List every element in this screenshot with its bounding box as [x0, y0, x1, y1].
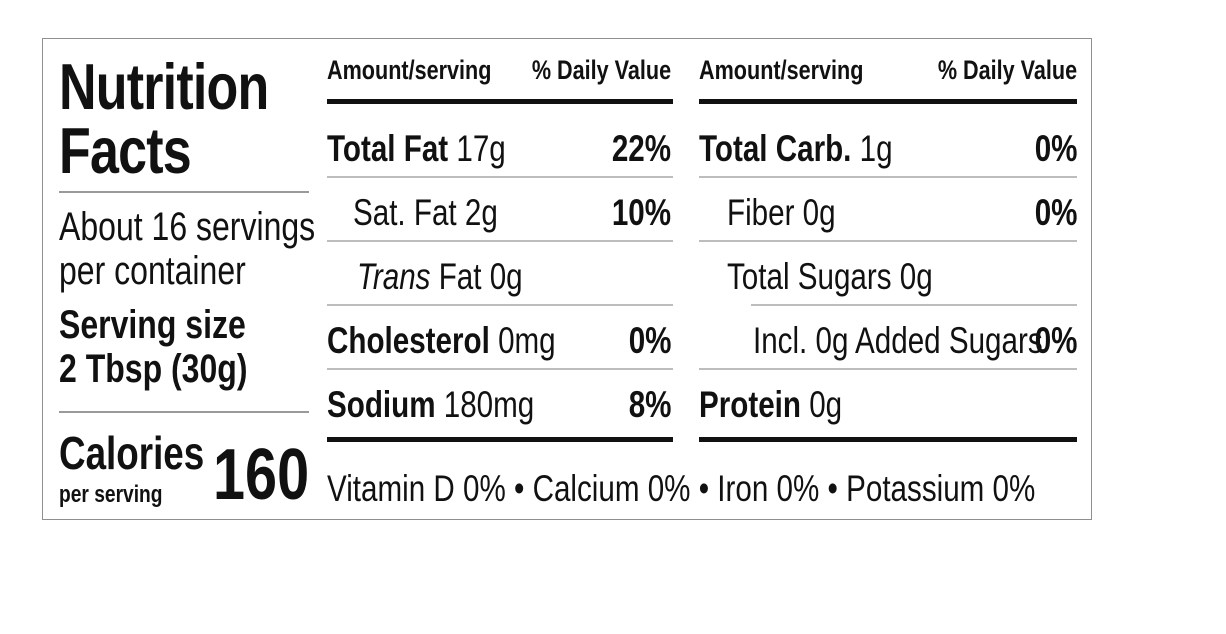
trans-fat-name: Trans: [357, 256, 431, 297]
calories-label-text: Calories: [59, 427, 205, 479]
amount-serving-header-right: Amount/serving: [699, 55, 905, 85]
row-fiber: Fiber 0g: [727, 193, 863, 233]
row-sodium: Sodium 180mg: [327, 385, 586, 425]
servings-line-2: per container: [59, 249, 246, 293]
footer-text: Vitamin D 0% • Calcium 0% • Iron 0% • Po…: [327, 468, 1036, 509]
footer-rule-left: [327, 437, 673, 442]
footer-rule-right: [699, 437, 1077, 442]
title-divider: [59, 191, 309, 193]
total-fat-amount: 17g: [456, 128, 506, 169]
header-rule-right: [699, 99, 1077, 104]
row-added-sugars: Incl. 0g Added Sugars: [753, 321, 1115, 361]
row-divider: [327, 304, 673, 306]
daily-value-header-left: % Daily Value: [497, 55, 671, 85]
row-divider: [699, 240, 1077, 242]
row-divider: [751, 304, 1077, 306]
title-line-2: Facts: [59, 114, 192, 187]
protein-name: Protein: [699, 384, 801, 425]
fiber-amount: 0g: [802, 192, 836, 233]
servings-per-container: About 16 servings per container: [59, 205, 379, 293]
row-total-fat: Total Fat 17g: [327, 129, 550, 169]
sodium-name: Sodium: [327, 384, 436, 425]
serving-size: Serving size 2 Tbsp (30g): [59, 303, 295, 391]
sat-fat-dv: 10%: [611, 192, 671, 233]
fiber-name: Fiber: [727, 192, 795, 233]
total-fat-name: Total Fat: [327, 128, 449, 169]
added-sugars-dv: 0%: [1034, 320, 1077, 361]
total-carb-dv: 0%: [1034, 128, 1077, 169]
header-rule-left: [327, 99, 673, 104]
calories-label: Calories: [59, 427, 241, 479]
total-carb-amount: 1g: [859, 128, 893, 169]
daily-value-header-right: % Daily Value: [903, 55, 1077, 85]
cholesterol-amount: 0mg: [498, 320, 556, 361]
serving-size-label: Serving size: [59, 303, 246, 347]
row-sat-fat: Sat. Fat 2g: [353, 193, 534, 233]
calories-sub-text: per serving: [59, 481, 163, 508]
row-trans-fat: Trans Fat 0g: [357, 257, 564, 297]
total-sugars-amount: 0g: [899, 256, 933, 297]
protein-amount: 0g: [809, 384, 843, 425]
vitamins-minerals-footer: Vitamin D 0% • Calcium 0% • Iron 0% • Po…: [327, 467, 1212, 511]
sat-fat-amount: 2g: [464, 192, 498, 233]
row-total-carb: Total Carb. 1g: [699, 129, 941, 169]
row-total-sugars: Total Sugars 0g: [727, 257, 984, 297]
label-title: Nutrition Facts: [59, 50, 321, 187]
nutrition-facts-label: Nutrition Facts About 16 servings per co…: [42, 38, 1092, 520]
dv-header-text: % Daily Value: [937, 55, 1077, 85]
cholesterol-dv: 0%: [628, 320, 671, 361]
amount-header-text: Amount/serving: [699, 55, 864, 85]
serving-divider: [59, 411, 309, 413]
row-divider: [327, 176, 673, 178]
row-divider: [699, 176, 1077, 178]
serving-size-value: 2 Tbsp (30g): [59, 347, 248, 391]
dv-header-text: % Daily Value: [531, 55, 671, 85]
servings-line-1: About 16 servings: [59, 205, 316, 249]
row-protein: Protein 0g: [699, 385, 878, 425]
row-divider: [327, 240, 673, 242]
amount-header-text: Amount/serving: [327, 55, 492, 85]
total-sugars-name: Total Sugars: [727, 256, 892, 297]
total-fat-dv: 22%: [611, 128, 671, 169]
added-sugars-name: Incl. 0g Added Sugars: [753, 320, 1043, 361]
trans-fat-amount: 0g: [489, 256, 523, 297]
sat-fat-name: Sat. Fat: [353, 192, 457, 233]
calories-value-text: 160: [213, 435, 310, 515]
fiber-dv: 0%: [1034, 192, 1077, 233]
sodium-amount: 180mg: [443, 384, 535, 425]
title-line-1: Nutrition: [59, 50, 269, 123]
calories-value: 160: [213, 439, 333, 511]
row-divider: [699, 368, 1077, 370]
calories-per-serving: per serving: [59, 483, 188, 507]
total-carb-name: Total Carb.: [699, 128, 852, 169]
sodium-dv: 8%: [628, 384, 671, 425]
cholesterol-name: Cholesterol: [327, 320, 490, 361]
trans-fat-suffix: Fat: [438, 256, 482, 297]
row-divider: [327, 368, 673, 370]
row-cholesterol: Cholesterol 0mg: [327, 321, 613, 361]
amount-serving-header-left: Amount/serving: [327, 55, 533, 85]
